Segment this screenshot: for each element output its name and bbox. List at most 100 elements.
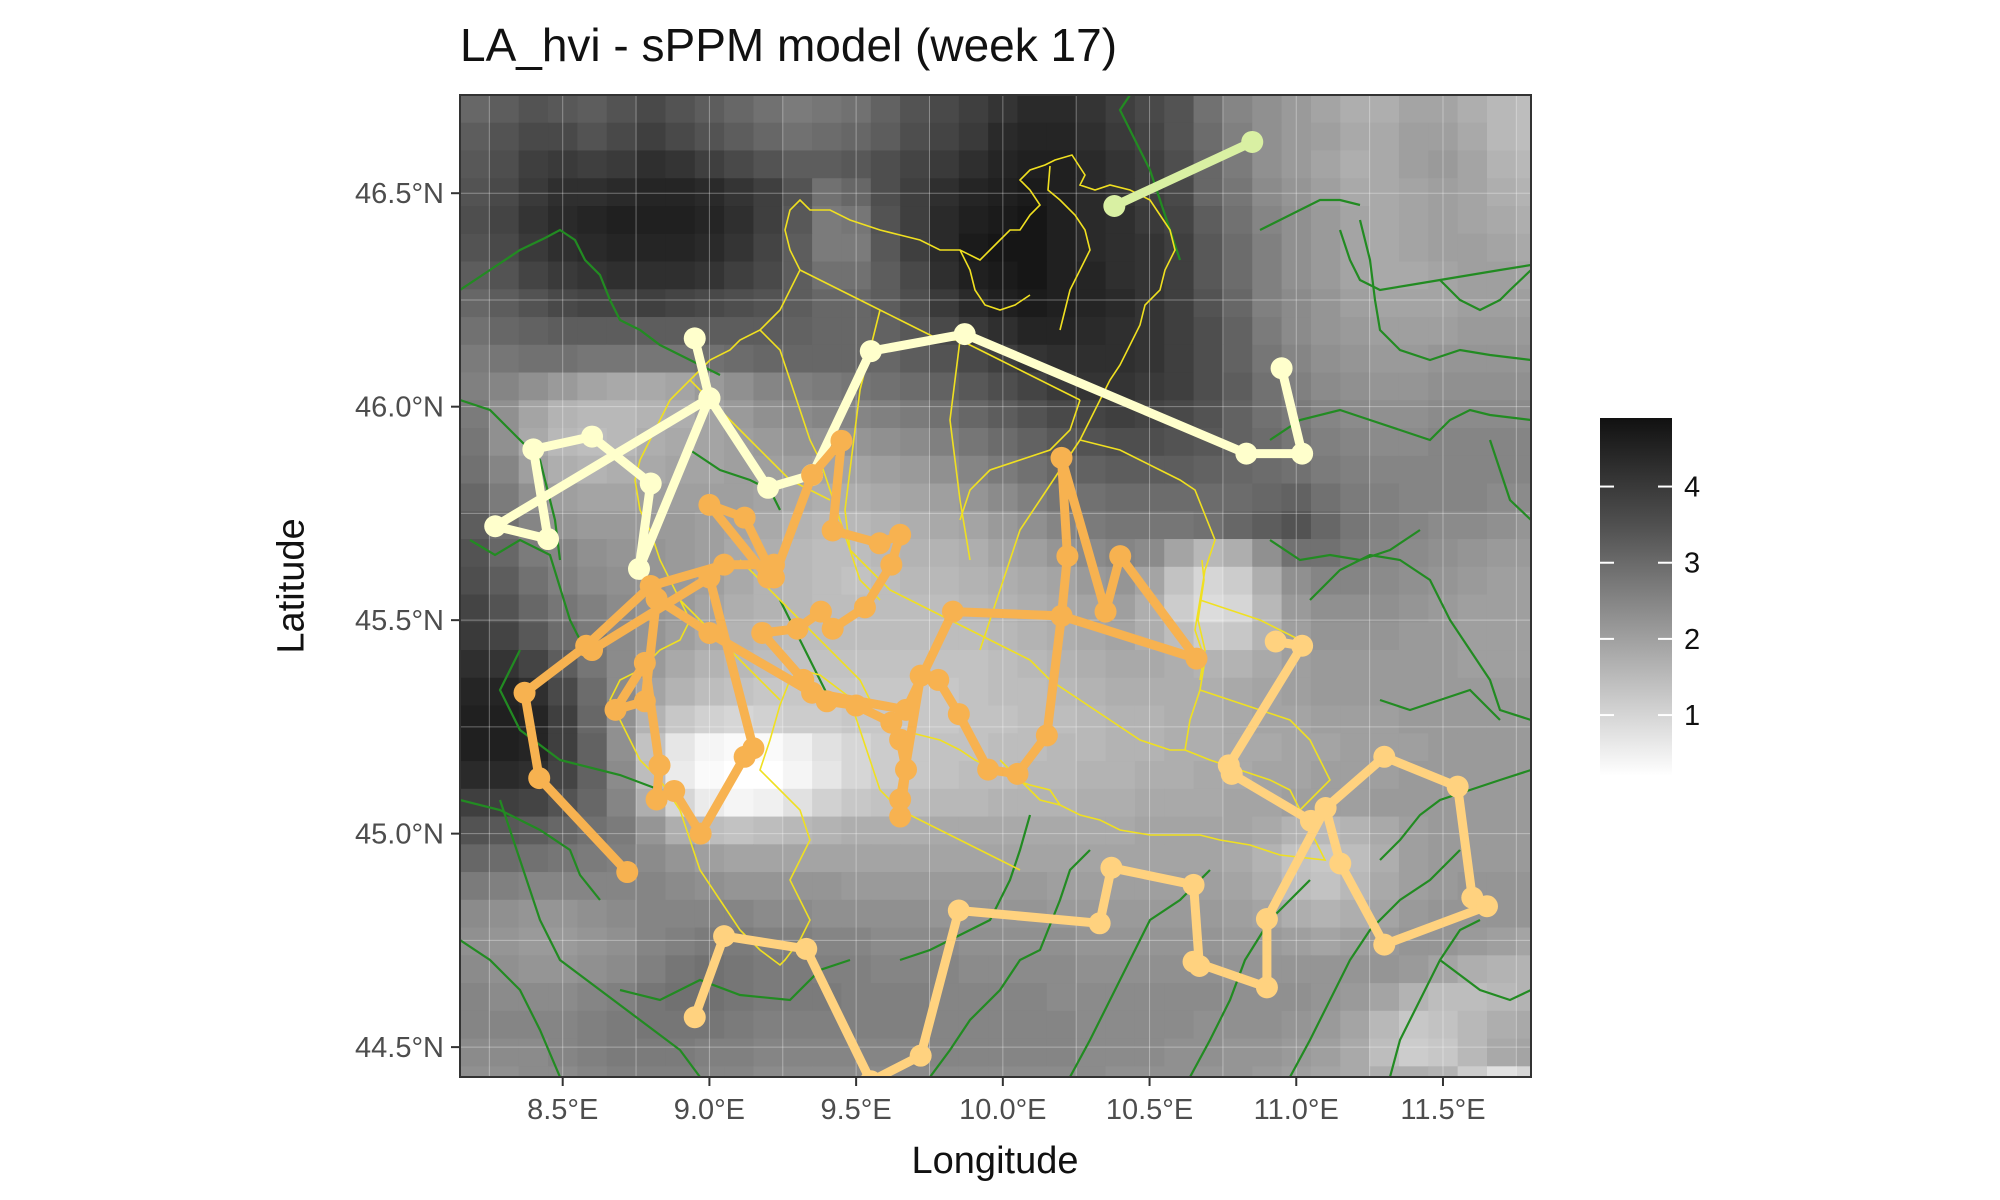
series-point	[698, 621, 721, 644]
raster-cell	[1017, 955, 1048, 984]
raster-cell	[1193, 344, 1224, 374]
raster-cell	[1193, 95, 1224, 124]
series-point	[1299, 809, 1322, 832]
raster-cell	[1516, 372, 1531, 401]
raster-cell	[929, 261, 960, 290]
raster-cell	[1310, 539, 1341, 568]
raster-cell	[489, 428, 520, 457]
raster-cell	[870, 206, 901, 235]
series-point	[889, 805, 912, 828]
raster-cell	[1486, 511, 1517, 540]
raster-cell	[1193, 844, 1224, 873]
raster-cell	[460, 761, 490, 790]
raster-cell	[1398, 983, 1429, 1012]
raster-cell	[1486, 178, 1517, 207]
raster-cell	[1340, 122, 1371, 152]
raster-cell	[1310, 289, 1341, 318]
raster-cell	[929, 206, 960, 235]
series-point	[880, 553, 903, 576]
raster-cell	[1281, 289, 1312, 318]
series-point	[663, 779, 686, 802]
raster-cell	[812, 317, 843, 346]
raster-cell	[1428, 1038, 1459, 1067]
raster-cell	[518, 317, 549, 346]
raster-cell	[1017, 1038, 1048, 1067]
y-tick-label: 46.0°N	[355, 392, 444, 424]
raster-cell	[1516, 539, 1531, 568]
series-point	[648, 754, 671, 777]
raster-cell	[1369, 206, 1400, 235]
raster-cell	[1340, 594, 1371, 623]
raster-cell	[988, 539, 1019, 568]
raster-cell	[665, 289, 696, 318]
boundary-line	[1338, 229, 1531, 292]
series-point	[633, 690, 656, 713]
raster-cell	[1134, 1066, 1165, 1077]
raster-cell	[1076, 150, 1107, 179]
raster-cell	[1428, 233, 1459, 263]
raster-cell	[958, 566, 989, 596]
raster-cell	[958, 955, 989, 984]
raster-cell	[636, 206, 666, 235]
series-point	[909, 1044, 932, 1067]
raster-cell	[1398, 566, 1429, 596]
raster-cell	[929, 428, 960, 457]
colorbar-tick-label: 3	[1684, 548, 1700, 580]
series-point	[751, 621, 774, 644]
raster-cell	[577, 344, 608, 374]
raster-cell	[1340, 95, 1371, 124]
raster-cell	[1398, 899, 1429, 929]
raster-cell	[929, 1066, 960, 1077]
grid-layer	[460, 95, 1531, 1077]
raster-cell	[636, 289, 666, 318]
series-point	[513, 681, 536, 704]
raster-cell	[958, 372, 989, 401]
raster-cell	[900, 261, 931, 290]
raster-cell	[1516, 899, 1531, 929]
raster-cell	[870, 983, 901, 1012]
colorbar-gradient	[1600, 418, 1672, 776]
raster-cell	[1017, 983, 1048, 1012]
raster-cell	[812, 289, 843, 318]
raster-cell	[1457, 594, 1488, 623]
raster-cell	[489, 955, 520, 984]
raster-cell	[1310, 344, 1341, 374]
raster-cell	[1369, 150, 1400, 179]
raster-cell	[1281, 511, 1312, 540]
raster-cell	[1076, 95, 1107, 124]
series-point	[733, 506, 756, 529]
raster-cell	[1398, 372, 1429, 401]
raster-cell	[548, 816, 578, 845]
raster-cell	[1017, 206, 1048, 235]
raster-cell	[1105, 983, 1136, 1012]
boundary-line	[1379, 688, 1501, 721]
raster-cell	[694, 650, 725, 679]
raster-cell	[724, 178, 755, 207]
raster-cell	[753, 95, 784, 124]
raster-cell	[1457, 428, 1488, 457]
raster-cell	[1310, 566, 1341, 596]
raster-cell	[841, 1066, 872, 1077]
raster-cell	[1457, 955, 1488, 984]
raster-cell	[1193, 122, 1224, 152]
raster-cell	[841, 816, 872, 845]
raster-cell	[577, 566, 608, 596]
raster-cell	[1428, 150, 1459, 179]
raster-cell	[724, 122, 755, 152]
series-point	[895, 698, 918, 721]
raster-cell	[1076, 677, 1107, 707]
boundary-line	[1269, 408, 1531, 442]
raster-cell	[1193, 733, 1224, 762]
raster-cell	[870, 150, 901, 179]
y-tick-label: 44.5°N	[355, 1032, 444, 1064]
raster-cell	[1252, 566, 1283, 596]
raster-cell	[1281, 483, 1312, 512]
panel-border	[459, 94, 1532, 1078]
province-border	[1047, 165, 1091, 331]
raster-cell	[1398, 178, 1429, 207]
raster-cell	[577, 150, 608, 179]
raster-cell	[694, 289, 725, 318]
raster-cell	[1369, 178, 1400, 207]
raster-cell	[958, 816, 989, 845]
series-point	[1264, 630, 1287, 653]
